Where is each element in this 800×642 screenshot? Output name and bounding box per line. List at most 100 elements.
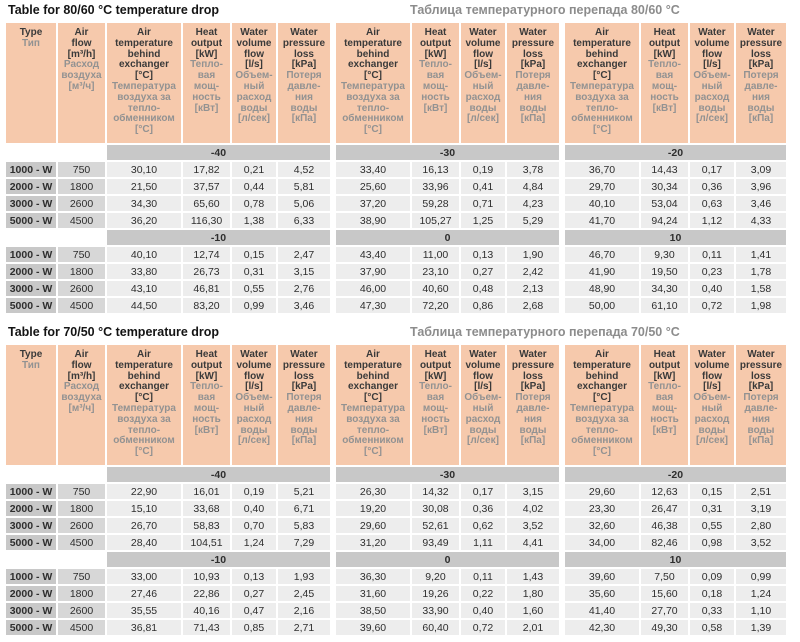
heat-output-value-cell: 82,46 bbox=[641, 535, 688, 550]
heat-output-value-cell: 19,50 bbox=[641, 264, 688, 279]
group-gap-spacer bbox=[561, 145, 563, 160]
water-volume-flow-value-cell: 0,15 bbox=[690, 484, 734, 499]
water-volume-flow-value-cell: 0,27 bbox=[232, 586, 276, 601]
heat-output-value-cell: 14,32 bbox=[412, 484, 459, 499]
group-gap-spacer bbox=[561, 501, 563, 516]
unit-type-cell: 3000 - W bbox=[6, 196, 56, 211]
water-pressure-loss-value-cell: 2,13 bbox=[507, 281, 559, 296]
group-gap-spacer bbox=[332, 569, 334, 584]
empty-cell bbox=[6, 145, 56, 160]
water-pressure-loss-value-cell: 3,19 bbox=[736, 501, 786, 516]
inlet-temperature-band-row: -40 -30 -20 bbox=[6, 467, 786, 482]
air-temperature-behind-exchanger-value-cell: 36,20 bbox=[107, 213, 181, 228]
data-row: 5000 - W 4500 44,50 83,20 0,99 3,46 47,30 72,20… bbox=[6, 298, 786, 313]
col-header-water-volume-flow-label-ru: Объем- ный расход воды [л/сек] bbox=[464, 392, 502, 447]
water-pressure-loss-value-cell: 5,21 bbox=[278, 484, 330, 499]
col-header-type: Type Тип bbox=[6, 345, 56, 465]
table-70-50-section: Table for 70/50 °C temperature drop Табл… bbox=[4, 325, 796, 637]
water-pressure-loss-value-cell: 2,80 bbox=[736, 518, 786, 533]
water-pressure-loss-value-cell: 3,52 bbox=[736, 535, 786, 550]
heat-output-value-cell: 52,61 bbox=[412, 518, 459, 533]
air-flow-cell: 750 bbox=[58, 569, 105, 584]
col-header-heat-output: Heat output [kW] Тепло- вая мощ- ность [к… bbox=[412, 345, 459, 465]
group-gap-spacer bbox=[332, 484, 334, 499]
group-gap-spacer bbox=[561, 230, 563, 245]
water-volume-flow-value-cell: 0,70 bbox=[232, 518, 276, 533]
col-header-water-volume-flow: Water volume flow [l/s] Объем- ный расход… bbox=[461, 345, 505, 465]
col-header-water-pressure-loss: Water pressure loss [kPa] Потеря давле- н… bbox=[507, 345, 559, 465]
air-temperature-behind-exchanger-value-cell: 30,10 bbox=[107, 162, 181, 177]
water-pressure-loss-value-cell: 4,33 bbox=[736, 213, 786, 228]
air-temperature-behind-exchanger-value-cell: 25,60 bbox=[336, 179, 410, 194]
group-gap-spacer bbox=[561, 196, 563, 211]
group-gap-spacer bbox=[332, 145, 334, 160]
heat-output-value-cell: 19,26 bbox=[412, 586, 459, 601]
water-pressure-loss-value-cell: 6,71 bbox=[278, 501, 330, 516]
table-80-60-title-ru: Таблица температурного перепада 80/60 °C bbox=[410, 3, 680, 17]
inlet-temperature-band-label: 10 bbox=[565, 552, 786, 567]
inlet-temperature-band-label: -10 bbox=[107, 552, 330, 567]
air-temperature-behind-exchanger-value-cell: 26,30 bbox=[336, 484, 410, 499]
water-pressure-loss-value-cell: 5,81 bbox=[278, 179, 330, 194]
air-flow-cell: 1800 bbox=[58, 501, 105, 516]
col-header-water-volume-flow: Water volume flow [l/s] Объем- ный расход… bbox=[461, 23, 505, 143]
unit-type-cell: 5000 - W bbox=[6, 298, 56, 313]
air-temperature-behind-exchanger-value-cell: 41,90 bbox=[565, 264, 639, 279]
col-header-water-volume-flow: Water volume flow [l/s] Объем- ный расход… bbox=[690, 345, 734, 465]
group-gap-spacer bbox=[332, 23, 334, 143]
water-pressure-loss-value-cell: 3,52 bbox=[507, 518, 559, 533]
water-volume-flow-value-cell: 1,24 bbox=[232, 535, 276, 550]
heat-output-value-cell: 15,60 bbox=[641, 586, 688, 601]
unit-type-cell: 1000 - W bbox=[6, 484, 56, 499]
air-temperature-behind-exchanger-value-cell: 36,81 bbox=[107, 620, 181, 635]
air-temperature-behind-exchanger-value-cell: 29,60 bbox=[565, 484, 639, 499]
water-volume-flow-value-cell: 0,72 bbox=[690, 298, 734, 313]
col-header-air-flow-label-en: Air flow [m³/h] bbox=[67, 349, 96, 382]
col-header-heat-output-label-ru: Тепло- вая мощ- ность [кВт] bbox=[419, 59, 452, 114]
group-gap-spacer bbox=[332, 247, 334, 262]
unit-type-cell: 2000 - W bbox=[6, 586, 56, 601]
group-gap-spacer bbox=[561, 620, 563, 635]
col-header-air-temperature-behind-exchanger-label-en: Air temperature behind exchanger [°C] bbox=[573, 349, 631, 404]
group-gap-spacer bbox=[561, 518, 563, 533]
water-volume-flow-value-cell: 0,11 bbox=[461, 569, 505, 584]
water-volume-flow-value-cell: 0,40 bbox=[690, 281, 734, 296]
water-pressure-loss-value-cell: 1,58 bbox=[736, 281, 786, 296]
water-volume-flow-value-cell: 0,48 bbox=[461, 281, 505, 296]
group-gap-spacer bbox=[561, 586, 563, 601]
data-row: 1000 - W 750 33,00 10,93 0,13 1,93 36,30 9,20 0,… bbox=[6, 569, 786, 584]
water-pressure-loss-value-cell: 2,01 bbox=[507, 620, 559, 635]
group-gap-spacer bbox=[561, 298, 563, 313]
water-volume-flow-value-cell: 0,85 bbox=[232, 620, 276, 635]
group-gap-spacer bbox=[561, 552, 563, 567]
air-flow-cell: 2600 bbox=[58, 603, 105, 618]
unit-type-cell: 1000 - W bbox=[6, 247, 56, 262]
heat-output-value-cell: 94,24 bbox=[641, 213, 688, 228]
air-temperature-behind-exchanger-value-cell: 37,20 bbox=[336, 196, 410, 211]
col-header-air-temperature-behind-exchanger-label-en: Air temperature behind exchanger [°C] bbox=[573, 27, 631, 82]
col-header-water-pressure-loss: Water pressure loss [kPa] Потеря давле- н… bbox=[278, 345, 330, 465]
water-pressure-loss-value-cell: 2,16 bbox=[278, 603, 330, 618]
empty-cell bbox=[6, 467, 56, 482]
col-header-air-temperature-behind-exchanger-label-ru: Температура воздуха за тепло- обменником… bbox=[570, 402, 634, 458]
water-pressure-loss-value-cell: 3,96 bbox=[736, 179, 786, 194]
col-header-type-label-ru: Тип bbox=[22, 359, 40, 371]
col-header-water-volume-flow-label-ru: Объем- ный расход воды [л/сек] bbox=[693, 392, 731, 447]
water-volume-flow-value-cell: 0,18 bbox=[690, 586, 734, 601]
group-gap-spacer bbox=[332, 501, 334, 516]
water-pressure-loss-value-cell: 2,76 bbox=[278, 281, 330, 296]
water-pressure-loss-value-cell: 3,15 bbox=[278, 264, 330, 279]
col-header-air-temperature-behind-exchanger: Air temperature behind exchanger [°C] Тем… bbox=[336, 345, 410, 465]
inlet-temperature-band-label: -30 bbox=[336, 145, 559, 160]
heat-output-value-cell: 12,63 bbox=[641, 484, 688, 499]
table-70-50-title-ru: Таблица температурного перепада 70/50 °C bbox=[410, 325, 680, 339]
col-header-heat-output-label-ru: Тепло- вая мощ- ность [кВт] bbox=[419, 381, 452, 436]
water-pressure-loss-value-cell: 1,60 bbox=[507, 603, 559, 618]
empty-cell bbox=[58, 145, 105, 160]
heat-output-value-cell: 17,82 bbox=[183, 162, 230, 177]
col-header-water-volume-flow-label-ru: Объем- ный расход воды [л/сек] bbox=[235, 392, 273, 447]
table-70-50-title-row: Table for 70/50 °C temperature drop Табл… bbox=[4, 325, 796, 341]
water-pressure-loss-value-cell: 1,24 bbox=[736, 586, 786, 601]
col-header-air-temperature-behind-exchanger: Air temperature behind exchanger [°C] Тем… bbox=[107, 345, 181, 465]
air-temperature-behind-exchanger-value-cell: 46,70 bbox=[565, 247, 639, 262]
